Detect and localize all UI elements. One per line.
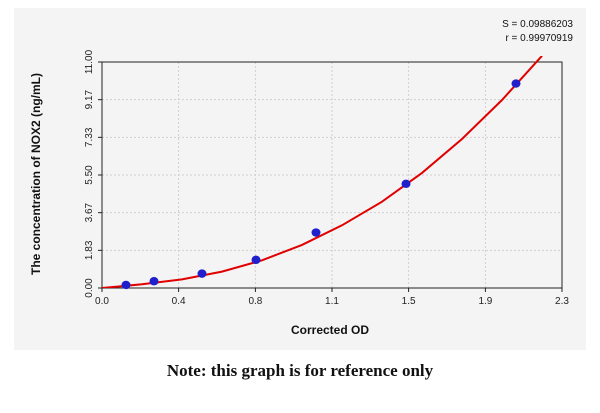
chart-panel: 0.0 0.4 0.8 1.1 1.5 1.9 2.3 0.00 1.83 3.67 5.50 7.3… — [14, 8, 586, 350]
x-tick-label: 0.0 — [95, 296, 109, 307]
y-tick-label: 9.17 — [84, 89, 95, 109]
y-axis-title: The concentration of NOX2 (ng/mL) — [29, 73, 43, 275]
x-tick-label: 0.8 — [248, 296, 262, 307]
y-tick-label: 1.83 — [84, 240, 95, 260]
data-point — [149, 277, 159, 286]
y-tick-label: 7.33 — [84, 127, 95, 147]
x-axis-title: Corrected OD — [291, 323, 369, 337]
data-point — [311, 228, 321, 237]
s-value-annotation: S = 0.09886203 — [502, 19, 573, 30]
y-tick-label: 3.67 — [84, 202, 95, 222]
r-value-annotation: r = 0.99970919 — [505, 33, 573, 44]
data-point — [121, 280, 131, 290]
x-tick-label: 0.4 — [172, 296, 186, 307]
y-tick-label: 11.00 — [84, 49, 95, 74]
x-tick-label: 1.1 — [325, 296, 339, 307]
x-tick-label: 1.5 — [402, 296, 416, 307]
fit-curve-group — [102, 56, 543, 288]
y-tick-label: 0.00 — [84, 278, 95, 298]
data-point — [511, 79, 521, 88]
y-tick-label: 5.50 — [84, 165, 95, 185]
reference-note: Note: this graph is for reference only — [166, 361, 434, 380]
chart-svg: 0.0 0.4 0.8 1.1 1.5 1.9 2.3 0.00 1.83 3.67 5.50 7.3… — [29, 19, 573, 337]
grid — [101, 61, 563, 289]
data-points — [121, 79, 521, 290]
data-point — [401, 179, 411, 189]
fit-curve-line — [102, 56, 543, 288]
data-point — [251, 255, 261, 265]
x-tick-label: 1.9 — [478, 296, 492, 307]
data-point — [197, 269, 207, 278]
x-tick-label: 2.3 — [555, 296, 569, 307]
ticks: 0.0 0.4 0.8 1.1 1.5 1.9 2.3 0.00 1.83 3.67 5.50 7.3… — [84, 49, 569, 307]
